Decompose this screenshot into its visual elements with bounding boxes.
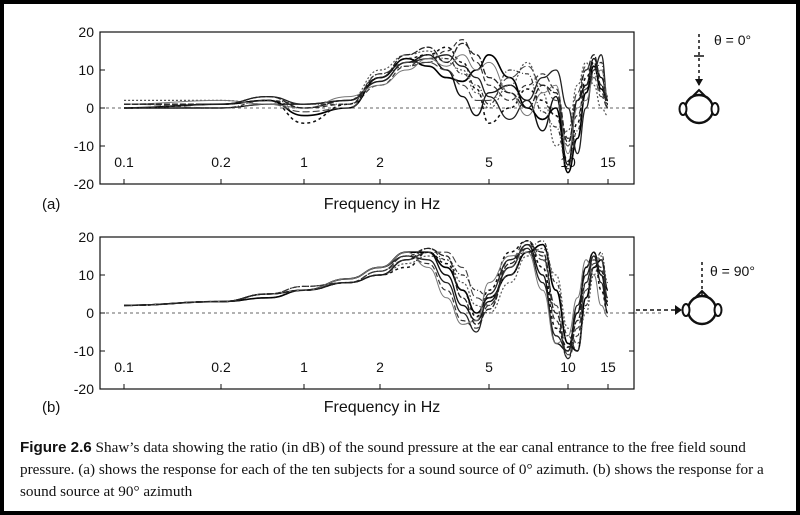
panel-b-x-tick-label: 1 bbox=[300, 359, 308, 375]
panel-a-x-axis-title: Frequency in Hz bbox=[324, 196, 441, 213]
panel-b-series-line-1 bbox=[123, 243, 609, 352]
panel-b-x-tick-label: 15 bbox=[600, 359, 616, 375]
panel-a-series-line-6 bbox=[123, 61, 609, 147]
caption-label: Figure 2.6 bbox=[20, 439, 92, 456]
panel-b-left-ear-icon bbox=[681, 303, 691, 317]
panel-a-series-line-1 bbox=[123, 54, 609, 166]
panel-a-nose-icon bbox=[692, 88, 706, 97]
panel-b-y-tick-label: 20 bbox=[78, 229, 94, 245]
panel-a-series-line-10 bbox=[124, 42, 609, 143]
panel-a-right-ear-icon bbox=[710, 102, 720, 116]
panel-b-y-tick-label: -10 bbox=[74, 343, 94, 359]
panel-b-x-tick-label: 2 bbox=[376, 359, 384, 375]
panel-a-source-arrow-icon bbox=[695, 79, 703, 86]
panel-b-x-tick-label: 0.2 bbox=[211, 359, 231, 375]
caption-text: Shaw’s data showing the ratio (in dB) of… bbox=[20, 439, 764, 500]
panel-b-series-line-10 bbox=[123, 243, 609, 360]
panel-a-series-line-7 bbox=[123, 46, 609, 162]
panel-a-y-tick-label: 10 bbox=[78, 62, 94, 78]
panel-a-series-line-4 bbox=[124, 50, 609, 147]
panel-a-left-ear-icon bbox=[678, 102, 688, 116]
panel-b-series-line-7 bbox=[123, 240, 609, 348]
panel-a-panel-label: (a) bbox=[42, 196, 60, 213]
panel-a-x-tick-label: 2 bbox=[376, 154, 384, 170]
panel-b-series-line-9 bbox=[123, 240, 609, 352]
panel-b-right-ear-icon bbox=[713, 303, 723, 317]
panel-a-x-tick-label: 0.1 bbox=[114, 154, 134, 170]
panel-a-y-tick-label: 20 bbox=[78, 24, 94, 40]
panel-a-x-tick-label: 10 bbox=[560, 154, 576, 170]
panel-b-x-tick-label: 5 bbox=[485, 359, 493, 375]
panel-a-x-tick-label: 1 bbox=[300, 154, 308, 170]
panel-b-y-tick-label: 0 bbox=[86, 305, 94, 321]
panel-a-x-tick-label: 5 bbox=[485, 154, 493, 170]
panel-a-y-tick-label: 0 bbox=[86, 100, 94, 116]
panel-a-series-line-3 bbox=[123, 54, 609, 174]
panel-a-head-icon bbox=[683, 93, 715, 125]
panel-b-source-arrow-icon bbox=[675, 305, 682, 315]
panel-b-x-tick-label: 10 bbox=[560, 359, 576, 375]
panel-a-x-tick-label: 15 bbox=[600, 154, 616, 170]
panel-b-y-tick-label: -20 bbox=[74, 381, 94, 397]
panel-b-series-line-2 bbox=[123, 240, 609, 360]
panel-b-angle-label: θ = 90° bbox=[710, 263, 755, 279]
panel-b-panel-label: (b) bbox=[42, 399, 60, 416]
panel-a-series-line-9 bbox=[123, 54, 609, 170]
panel-a-angle-label: θ = 0° bbox=[714, 32, 751, 48]
panel-b-y-tick-label: 10 bbox=[78, 267, 94, 283]
panel-a-x-tick-label: 0.2 bbox=[211, 154, 231, 170]
panel-a-y-tick-label: -10 bbox=[74, 138, 94, 154]
panel-b-nose-icon bbox=[695, 289, 709, 298]
panel-b-head-icon bbox=[686, 294, 718, 326]
figure-caption: Figure 2.6 Shaw’s data showing the ratio… bbox=[20, 437, 790, 503]
panel-b-x-tick-label: 0.1 bbox=[114, 359, 134, 375]
panel-a-y-tick-label: -20 bbox=[74, 176, 94, 192]
panel-b-x-axis-title: Frequency in Hz bbox=[324, 399, 441, 416]
figure-page: 20 10 0 -10 -20 0.1 0.2 1 2 5 10 15 Frequency in Hz(… bbox=[4, 4, 796, 511]
